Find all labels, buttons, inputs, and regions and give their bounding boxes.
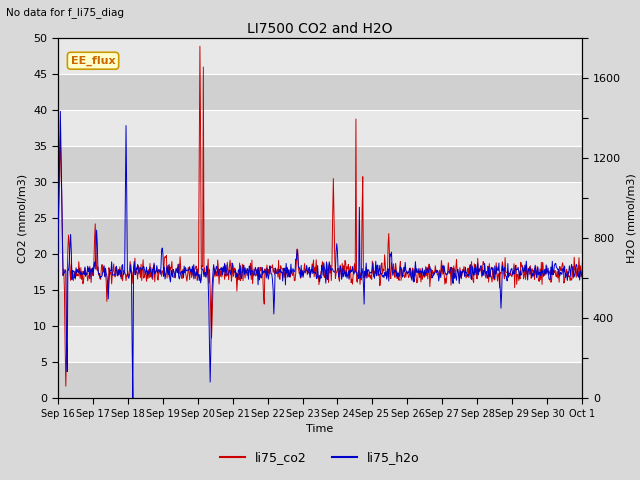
li75_h2o [213,265,221,271]
Title: LI7500 CO2 and H2O: LI7500 CO2 and H2O [247,22,393,36]
li75_co2 [239,278,247,284]
li75_co2 [259,274,267,280]
Bar [58,146,582,182]
li75_co2 [213,273,221,279]
X-axis label: Time: Time [307,424,333,434]
li75_h2o [375,267,383,273]
li75_h2o [56,108,64,114]
li75_h2o [259,272,267,277]
Bar [58,74,582,110]
Bar [58,290,582,326]
Line: li75_co2: li75_co2 [58,46,582,386]
Text: EE_flux: EE_flux [70,56,115,66]
li75_h2o [404,270,412,276]
Legend: li75_co2, li75_h2o: li75_co2, li75_h2o [215,446,425,469]
Bar [58,218,582,254]
li75_co2 [54,267,61,273]
li75_co2 [579,259,586,265]
li75_h2o [54,272,61,278]
Y-axis label: CO2 (mmol/m3): CO2 (mmol/m3) [17,174,28,263]
li75_h2o [239,265,247,271]
li75_co2 [404,275,412,280]
li75_h2o [116,267,124,273]
Text: No data for f_li75_diag: No data for f_li75_diag [6,7,124,18]
li75_co2 [196,43,204,49]
li75_co2 [375,271,383,277]
li75_h2o [579,276,586,282]
Line: li75_h2o: li75_h2o [58,111,582,398]
li75_co2 [116,264,124,270]
Bar [58,362,582,398]
Y-axis label: H2O (mmol/m3): H2O (mmol/m3) [627,174,637,263]
li75_co2 [62,384,70,389]
li75_h2o [129,396,137,401]
